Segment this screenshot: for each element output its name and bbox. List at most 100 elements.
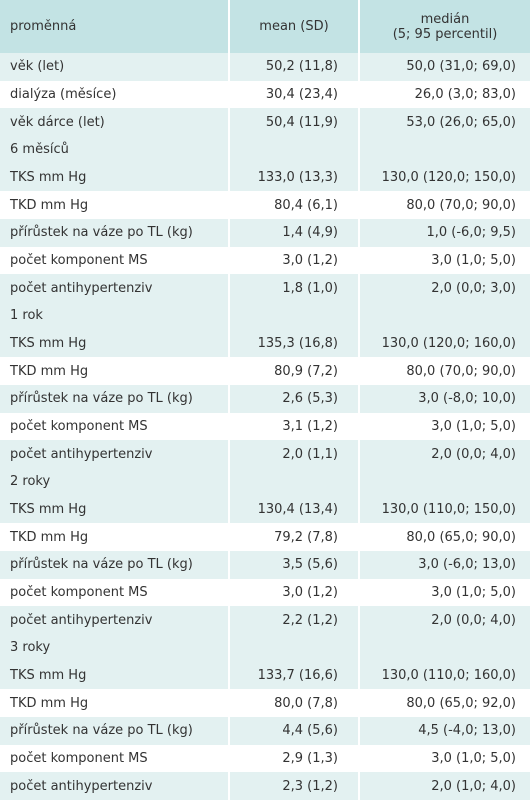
header-text: mean (SD) bbox=[259, 19, 329, 34]
table-row: počet antihypertenziv 2,2 (1,2) 2,0 (0,0; … bbox=[0, 606, 530, 634]
cell-value: 2,9 (1,3) bbox=[282, 750, 338, 766]
table-cell bbox=[360, 302, 530, 330]
table-row: přírůstek na váze po TL (kg) 1,4 (4,9) 1,0… bbox=[0, 219, 530, 247]
table-cell: 2,0 (1,1) bbox=[230, 440, 360, 468]
table-cell: 3,0 (1,0; 5,0) bbox=[360, 745, 530, 773]
table-cell: 80,0 (70,0; 90,0) bbox=[360, 357, 530, 385]
row-label: přírůstek na váze po TL (kg) bbox=[10, 391, 193, 407]
cell-value: 80,4 (6,1) bbox=[274, 197, 338, 213]
table-cell: počet komponent MS bbox=[0, 744, 230, 773]
cell-value: 2,6 (5,3) bbox=[282, 391, 338, 407]
cell-value: 1,4 (4,9) bbox=[282, 225, 338, 241]
table-cell: 133,7 (16,6) bbox=[230, 661, 360, 690]
row-label: počet komponent MS bbox=[10, 252, 148, 268]
table-cell: 2,2 (1,2) bbox=[230, 606, 360, 634]
cell-value: 80,0 (7,8) bbox=[274, 695, 338, 711]
table-cell: 3,0 (1,0; 5,0) bbox=[360, 247, 530, 275]
table-cell: počet komponent MS bbox=[0, 246, 230, 275]
table-row: počet komponent MS 2,9 (1,3) 3,0 (1,0; 5,0… bbox=[0, 744, 530, 773]
table-cell: počet antihypertenziv bbox=[0, 440, 230, 468]
table-cell: 2,6 (5,3) bbox=[230, 385, 360, 413]
table-cell: 30,4 (23,4) bbox=[230, 80, 360, 109]
table-cell bbox=[230, 136, 360, 164]
cell-value: 3,0 (1,2) bbox=[282, 252, 338, 268]
table-cell: přírůstek na váze po TL (kg) bbox=[0, 385, 230, 413]
table-row: dialýza (měsíce) 30,4 (23,4) 26,0 (3,0; 83… bbox=[0, 80, 530, 109]
table-cell: 3 roky bbox=[0, 634, 230, 662]
cell-value: 80,0 (70,0; 90,0) bbox=[406, 197, 516, 213]
table-cell: 2,0 (0,0; 3,0) bbox=[360, 274, 530, 302]
row-label: počet komponent MS bbox=[10, 418, 148, 434]
table-cell: 50,0 (31,0; 69,0) bbox=[360, 53, 530, 81]
table-row: TKD mm Hg 79,2 (7,8) 80,0 (65,0; 90,0) bbox=[0, 523, 530, 551]
table-cell: dialýza (měsíce) bbox=[0, 80, 230, 109]
table-cell: počet antihypertenziv bbox=[0, 606, 230, 634]
table-cell: 130,0 (120,0; 150,0) bbox=[360, 164, 530, 192]
table-row: počet komponent MS 3,0 (1,2) 3,0 (1,0; 5,0… bbox=[0, 578, 530, 607]
cell-value: 130,0 (110,0; 160,0) bbox=[381, 667, 516, 683]
table-cell: 80,0 (7,8) bbox=[230, 689, 360, 717]
row-label: TKD mm Hg bbox=[10, 695, 89, 711]
cell-value: 130,0 (110,0; 150,0) bbox=[381, 501, 516, 517]
table-row: počet komponent MS 3,1 (1,2) 3,0 (1,0; 5,0… bbox=[0, 412, 530, 441]
row-label: počet antihypertenziv bbox=[10, 612, 153, 628]
cell-value: 80,0 (70,0; 90,0) bbox=[406, 363, 516, 379]
table-cell: 3,0 (1,0; 5,0) bbox=[360, 579, 530, 607]
cell-value: 2,0 (0,0; 4,0) bbox=[431, 612, 516, 628]
cell-value: 130,0 (120,0; 160,0) bbox=[381, 335, 516, 351]
table-row: TKS mm Hg 133,7 (16,6) 130,0 (110,0; 160,0… bbox=[0, 661, 530, 690]
table-cell: 80,0 (65,0; 90,0) bbox=[360, 523, 530, 551]
cell-value: 3,0 (1,2) bbox=[282, 584, 338, 600]
table-cell: TKD mm Hg bbox=[0, 689, 230, 717]
row-label: TKS mm Hg bbox=[10, 169, 87, 185]
table-cell: 80,0 (65,0; 92,0) bbox=[360, 689, 530, 717]
table-cell: věk dárce (let) bbox=[0, 108, 230, 136]
table-cell bbox=[360, 468, 530, 496]
table-cell bbox=[230, 634, 360, 662]
row-label: přírůstek na váze po TL (kg) bbox=[10, 557, 193, 573]
cell-value: 3,0 (1,0; 5,0) bbox=[431, 418, 516, 434]
table-cell: 4,4 (5,6) bbox=[230, 717, 360, 745]
header-cell: proměnná bbox=[0, 0, 230, 53]
header-cell: medián (5; 95 percentil) bbox=[360, 0, 530, 53]
table-cell: 2,3 (1,2) bbox=[230, 772, 360, 800]
row-label: TKD mm Hg bbox=[10, 363, 89, 379]
cell-value: 50,4 (11,9) bbox=[265, 114, 338, 130]
table-cell: 130,0 (110,0; 160,0) bbox=[360, 662, 530, 690]
cell-value: 3,1 (1,2) bbox=[282, 418, 338, 434]
table-row: TKD mm Hg 80,9 (7,2) 80,0 (70,0; 90,0) bbox=[0, 357, 530, 385]
cell-value: 133,0 (13,3) bbox=[257, 169, 338, 185]
header-row: proměnná mean (SD) medián (5; 95 percent… bbox=[0, 0, 530, 53]
table-cell: TKS mm Hg bbox=[0, 495, 230, 524]
cell-value: 3,0 (-8,0; 10,0) bbox=[418, 391, 516, 407]
header-text: (5; 95 percentil) bbox=[392, 26, 498, 42]
table-cell: TKS mm Hg bbox=[0, 329, 230, 358]
section-row: 3 roky bbox=[0, 634, 530, 662]
table-cell: TKS mm Hg bbox=[0, 163, 230, 192]
table-cell: 80,9 (7,2) bbox=[230, 357, 360, 385]
cell-value: 2,0 (1,1) bbox=[282, 446, 338, 462]
table-cell: 3,0 (-6,0; 13,0) bbox=[360, 551, 530, 579]
table-row: věk (let) 50,2 (11,8) 50,0 (31,0; 69,0) bbox=[0, 53, 530, 81]
cell-value: 2,0 (0,0; 3,0) bbox=[431, 280, 516, 296]
table-cell: 50,2 (11,8) bbox=[230, 53, 360, 81]
cell-value: 3,0 (-6,0; 13,0) bbox=[418, 557, 516, 573]
table-cell: 135,3 (16,8) bbox=[230, 329, 360, 358]
table-cell: 1,0 (-6,0; 9,5) bbox=[360, 219, 530, 247]
row-label: věk dárce (let) bbox=[10, 114, 105, 130]
table-row: počet antihypertenziv 1,8 (1,0) 2,0 (0,0; … bbox=[0, 274, 530, 302]
table-cell: 3,0 (1,2) bbox=[230, 578, 360, 607]
row-label: věk (let) bbox=[10, 59, 65, 75]
table-cell bbox=[230, 468, 360, 496]
table-row: počet komponent MS 3,0 (1,2) 3,0 (1,0; 5,0… bbox=[0, 246, 530, 275]
table-row: TKD mm Hg 80,4 (6,1) 80,0 (70,0; 90,0) bbox=[0, 191, 530, 219]
table-cell: TKD mm Hg bbox=[0, 191, 230, 219]
row-label: počet antihypertenziv bbox=[10, 446, 153, 462]
cell-value: 2,0 (1,0; 4,0) bbox=[431, 778, 516, 794]
table-cell: 6 měsíců bbox=[0, 136, 230, 164]
table-row: TKS mm Hg 133,0 (13,3) 130,0 (120,0; 150,0… bbox=[0, 163, 530, 192]
table-cell: 79,2 (7,8) bbox=[230, 523, 360, 551]
table-cell: TKD mm Hg bbox=[0, 357, 230, 385]
table-row: TKS mm Hg 130,4 (13,4) 130,0 (110,0; 150,0… bbox=[0, 495, 530, 524]
table-cell: počet antihypertenziv bbox=[0, 772, 230, 800]
